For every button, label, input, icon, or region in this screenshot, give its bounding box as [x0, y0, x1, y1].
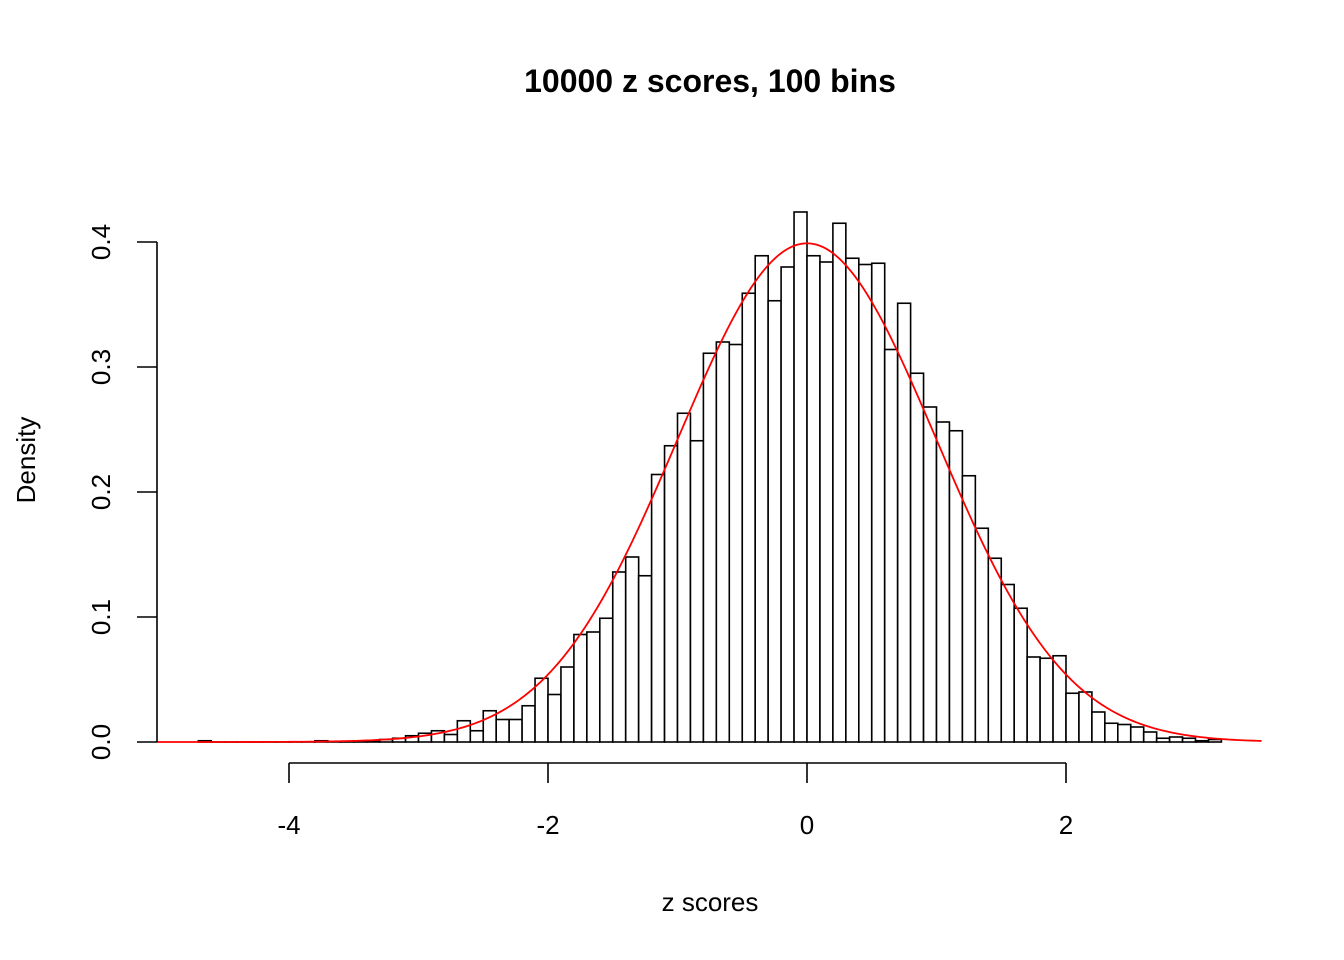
- histogram-bar: [741, 292, 756, 743]
- histogram-bar: [832, 222, 847, 743]
- histogram-bar: [1078, 691, 1093, 743]
- histogram-bar: [935, 421, 951, 743]
- bars: [197, 211, 1223, 743]
- histogram-bar: [1207, 738, 1223, 743]
- y-tick-label: 0.4: [86, 224, 116, 260]
- normal-density-curve: [156, 242, 1262, 743]
- histogram-bar: [1039, 657, 1054, 743]
- histogram-bar: [521, 704, 536, 743]
- x-axis-label: z scores: [662, 887, 759, 917]
- histogram-bar: [1194, 739, 1210, 743]
- x-tick-label: 2: [1059, 810, 1073, 840]
- histogram-bar: [573, 633, 588, 743]
- histogram-bar: [469, 729, 485, 743]
- histogram-bar: [1000, 583, 1015, 743]
- histogram-bar: [909, 372, 925, 743]
- histogram-bar: [896, 302, 912, 743]
- histogram-bar: [637, 574, 653, 743]
- y-tick-label: 0.1: [86, 599, 116, 635]
- histogram-bar: [598, 617, 614, 743]
- y-tick-label: 0.2: [86, 474, 116, 510]
- histogram-bar: [987, 557, 1003, 743]
- histogram-bar: [663, 444, 679, 743]
- x-tick-label: 0: [800, 810, 814, 840]
- histogram-bar: [767, 299, 782, 743]
- histogram-bar: [547, 693, 562, 743]
- histogram-bar: [1181, 737, 1197, 743]
- histogram-bar: [1091, 711, 1106, 743]
- y-tick-label: 0.0: [86, 724, 116, 760]
- histogram-bar: [1013, 607, 1028, 743]
- histogram-bar: [845, 257, 860, 743]
- histogram-bar: [780, 266, 795, 743]
- histogram-bar: [676, 412, 692, 743]
- histogram-bar: [611, 571, 627, 743]
- histogram-bar: [1065, 692, 1080, 743]
- histogram-bar: [870, 262, 886, 743]
- y-axis-label: Density: [11, 417, 41, 504]
- histogram-bar: [1104, 722, 1119, 743]
- histogram-bar: [883, 348, 899, 743]
- histogram-bar: [456, 719, 472, 743]
- histogram-bar: [560, 666, 575, 743]
- histogram-bar: [534, 677, 549, 743]
- histogram-bar: [1155, 737, 1171, 743]
- y-axis: 0.0 0.1 0.2 0.3 0.4: [86, 224, 158, 760]
- x-tick-label: -2: [536, 810, 559, 840]
- histogram-bar: [495, 718, 510, 743]
- histogram-bar: [754, 254, 769, 743]
- histogram-bar: [1117, 723, 1132, 743]
- histogram-bar: [806, 254, 821, 743]
- histogram-bar: [1129, 726, 1145, 743]
- histogram-bar: [508, 718, 523, 743]
- histogram-bar: [624, 556, 640, 743]
- histogram-bar: [689, 439, 705, 743]
- histogram-bar: [1142, 731, 1158, 743]
- histogram-bar: [650, 473, 666, 743]
- histogram-bar: [702, 352, 718, 743]
- histogram-bar: [948, 429, 964, 743]
- histogram-bar: [715, 341, 731, 743]
- histogram-bar: [1168, 736, 1184, 743]
- histogram-bar: [974, 527, 990, 743]
- x-axis: -4 -2 0 2: [277, 762, 1073, 840]
- y-tick-label: 0.3: [86, 349, 116, 385]
- histogram-bar: [443, 733, 459, 743]
- chart-title: 10000 z scores, 100 bins: [524, 63, 896, 99]
- histogram-bar: [857, 263, 873, 743]
- histogram-bar: [1026, 656, 1041, 743]
- histogram-bar: [793, 211, 808, 743]
- histogram-bar: [728, 343, 744, 743]
- histogram-bar: [922, 406, 938, 743]
- x-tick-label: -4: [277, 810, 300, 840]
- histogram-bar: [819, 261, 834, 743]
- histogram-bar: [586, 631, 601, 743]
